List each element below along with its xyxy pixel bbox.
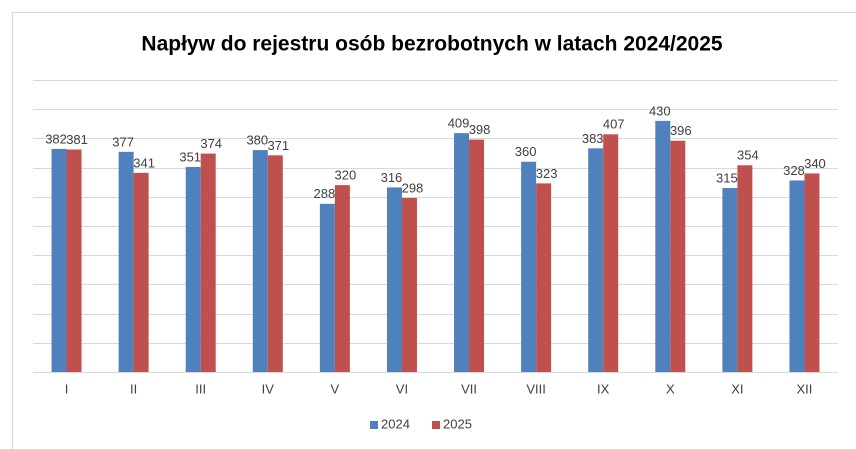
data-label: 341 <box>133 155 155 170</box>
data-label: 360 <box>515 144 537 159</box>
bar <box>670 140 686 372</box>
bar <box>655 120 671 372</box>
data-label: 398 <box>469 122 491 137</box>
data-label: 381 <box>66 132 88 147</box>
bar <box>334 185 350 372</box>
data-label: 351 <box>179 149 201 164</box>
legend-label: 2024 <box>381 416 410 431</box>
x-tick-label: VI <box>396 381 408 396</box>
bar <box>603 134 619 372</box>
data-label: 430 <box>649 103 671 118</box>
bar <box>267 155 283 372</box>
chart-frame <box>12 12 856 449</box>
x-tick-label: XI <box>731 381 743 396</box>
data-label: 377 <box>112 134 134 149</box>
bar <box>804 173 820 372</box>
legend-swatch <box>432 421 440 429</box>
legend-swatch <box>370 421 378 429</box>
bar <box>386 187 402 372</box>
bar <box>722 188 738 372</box>
data-label: 316 <box>381 170 403 185</box>
legend-label: 2025 <box>443 416 472 431</box>
x-tick-label: IX <box>597 381 610 396</box>
bar <box>536 183 552 372</box>
x-tick-label: IV <box>262 381 275 396</box>
data-label: 383 <box>582 131 604 146</box>
data-label: 354 <box>737 148 759 163</box>
data-label: 298 <box>402 180 424 195</box>
bar <box>118 151 134 372</box>
bar <box>737 165 753 372</box>
x-tick-label: VII <box>461 381 477 396</box>
data-label: 288 <box>314 186 336 201</box>
x-tick-label: VIII <box>526 381 546 396</box>
data-label: 374 <box>200 136 222 151</box>
bar <box>185 167 201 372</box>
bar <box>200 153 216 372</box>
bar <box>469 139 485 372</box>
bar <box>588 148 604 372</box>
bar <box>454 133 470 372</box>
x-tick-label: XII <box>797 381 813 396</box>
bar <box>521 161 537 372</box>
bar <box>401 197 417 372</box>
bar <box>66 149 82 372</box>
x-tick-label: V <box>331 381 340 396</box>
chart-title: Napływ do rejestru osób bezrobotnych w l… <box>141 33 723 56</box>
x-tick-label: X <box>666 381 675 396</box>
bar <box>252 150 268 372</box>
data-label: 380 <box>246 133 268 148</box>
data-label: 409 <box>448 116 470 131</box>
data-label: 371 <box>267 138 289 153</box>
bar <box>133 172 149 372</box>
data-label: 315 <box>716 170 738 185</box>
data-label: 382 <box>45 131 67 146</box>
data-label: 323 <box>536 166 558 181</box>
data-label: 407 <box>603 117 625 132</box>
bar <box>789 180 805 372</box>
x-tick-label: I <box>65 381 69 396</box>
data-label: 320 <box>335 168 357 183</box>
x-tick-label: II <box>130 381 137 396</box>
data-label: 340 <box>804 156 826 171</box>
data-label: 328 <box>783 163 805 178</box>
bar <box>319 203 335 372</box>
bar <box>51 148 67 372</box>
x-tick-label: III <box>195 381 206 396</box>
data-label: 396 <box>670 123 692 138</box>
